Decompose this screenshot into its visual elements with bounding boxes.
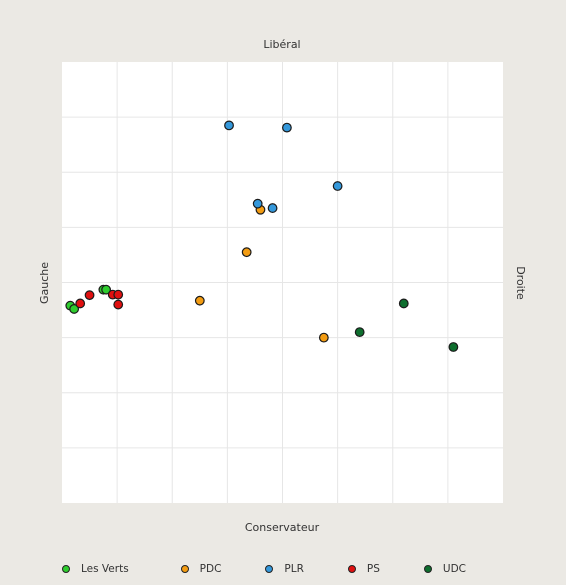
legend-marker [62,565,70,573]
right-axis-label: Droite [514,266,527,300]
legend-label: PLR [284,563,304,575]
legend-label: PDC [199,563,222,575]
data-point-udc[interactable] [398,298,409,309]
legend-marker [423,565,432,573]
legend-item-pdc[interactable]: PDC [180,563,222,575]
legend: Les Verts PDC PLR PS UDC [62,563,510,575]
legend-item-plr[interactable]: PLR [265,563,304,575]
data-point-plr[interactable] [224,120,234,131]
legend-marker [180,565,189,573]
data-point-plr[interactable] [252,198,263,209]
legend-label: UDC [442,563,467,575]
data-point-plr[interactable] [267,203,278,213]
data-point-pdc[interactable] [241,247,252,258]
data-point-udc[interactable] [354,327,365,338]
legend-label: PS [366,563,380,575]
legend-marker [347,565,356,573]
data-point-plr[interactable] [332,181,343,191]
data-point-udc[interactable] [448,342,459,352]
data-points [65,120,459,352]
top-axis-label: Libéral [263,38,300,51]
data-point-plr[interactable] [282,122,292,133]
data-point-ps[interactable] [113,299,124,310]
left-axis-label: Gauche [38,262,51,304]
legend-item-ps[interactable]: PS [347,563,380,575]
legend-marker [265,565,274,573]
bottom-axis-label: Conservateur [245,521,320,534]
legend-item-udc[interactable]: UDC [423,563,467,575]
data-point-ps[interactable] [113,289,124,300]
legend-item-les-verts[interactable]: Les Verts [62,563,129,575]
data-point-ps[interactable] [75,298,86,309]
legend-label: Les Verts [81,563,129,575]
data-point-ps[interactable] [84,290,95,301]
grid-lines [62,62,503,503]
data-point-pdc[interactable] [194,295,205,306]
data-point-les-verts[interactable] [101,284,111,295]
data-point-pdc[interactable] [318,332,329,343]
data-point-les-verts[interactable] [69,304,80,314]
